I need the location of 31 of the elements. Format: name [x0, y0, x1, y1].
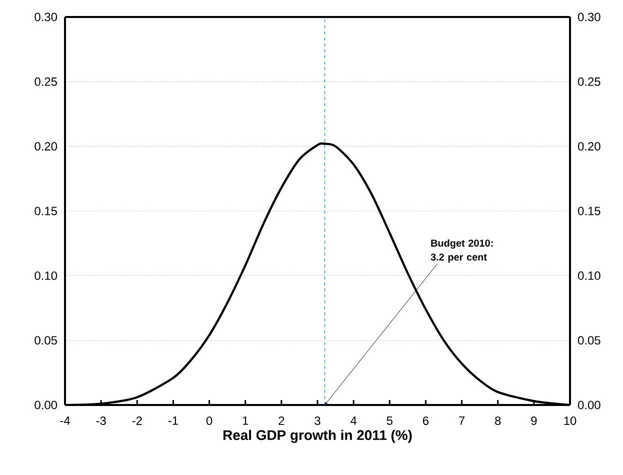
- y-tick-label: 0.10: [34, 271, 58, 280]
- y-tick-label: 0.15: [34, 206, 57, 216]
- x-tick-label: 9: [531, 416, 537, 425]
- y-tick-label: 0.20: [34, 142, 58, 151]
- x-tick-label: 0: [206, 416, 212, 425]
- x-tick-label: 7: [459, 416, 465, 425]
- x-tick-label: 6: [423, 416, 429, 425]
- y2-tick-label: 0.30: [578, 12, 600, 22]
- y2-tick-label: 0.05: [578, 336, 600, 345]
- y2-tick-label: 0.15: [578, 206, 600, 216]
- x-tick-label: 3: [314, 416, 320, 425]
- annotation: Budget 2010: 3.2 per cent: [430, 239, 493, 263]
- x-tick-label: -3: [96, 416, 106, 425]
- y2-tick-label: 0.10: [578, 271, 600, 280]
- x-tick-label: -1: [168, 416, 178, 425]
- x-tick-label: -2: [132, 416, 142, 425]
- x-tick-label: 5: [386, 416, 392, 425]
- x-tick-label: -4: [60, 416, 70, 425]
- y2-tick-label: 0.20: [578, 142, 600, 151]
- x-tick-label: 10: [564, 416, 576, 425]
- x-tick-label: 1: [242, 416, 248, 425]
- y2-tick-label: 0.25: [578, 77, 600, 86]
- y-tick-label: 0.00: [34, 400, 58, 410]
- x-tick-label: 2: [278, 416, 284, 425]
- y-tick-label: 0.30: [34, 12, 58, 22]
- x-tick-label: 8: [495, 416, 501, 425]
- x-axis-title: Real GDP growth in 2011 (%): [223, 430, 412, 443]
- y-tick-label: 0.25: [34, 77, 57, 86]
- x-tick-label: 4: [350, 416, 357, 425]
- y-tick-label: 0.05: [34, 336, 57, 345]
- y2-tick-label: 0.00: [578, 400, 600, 410]
